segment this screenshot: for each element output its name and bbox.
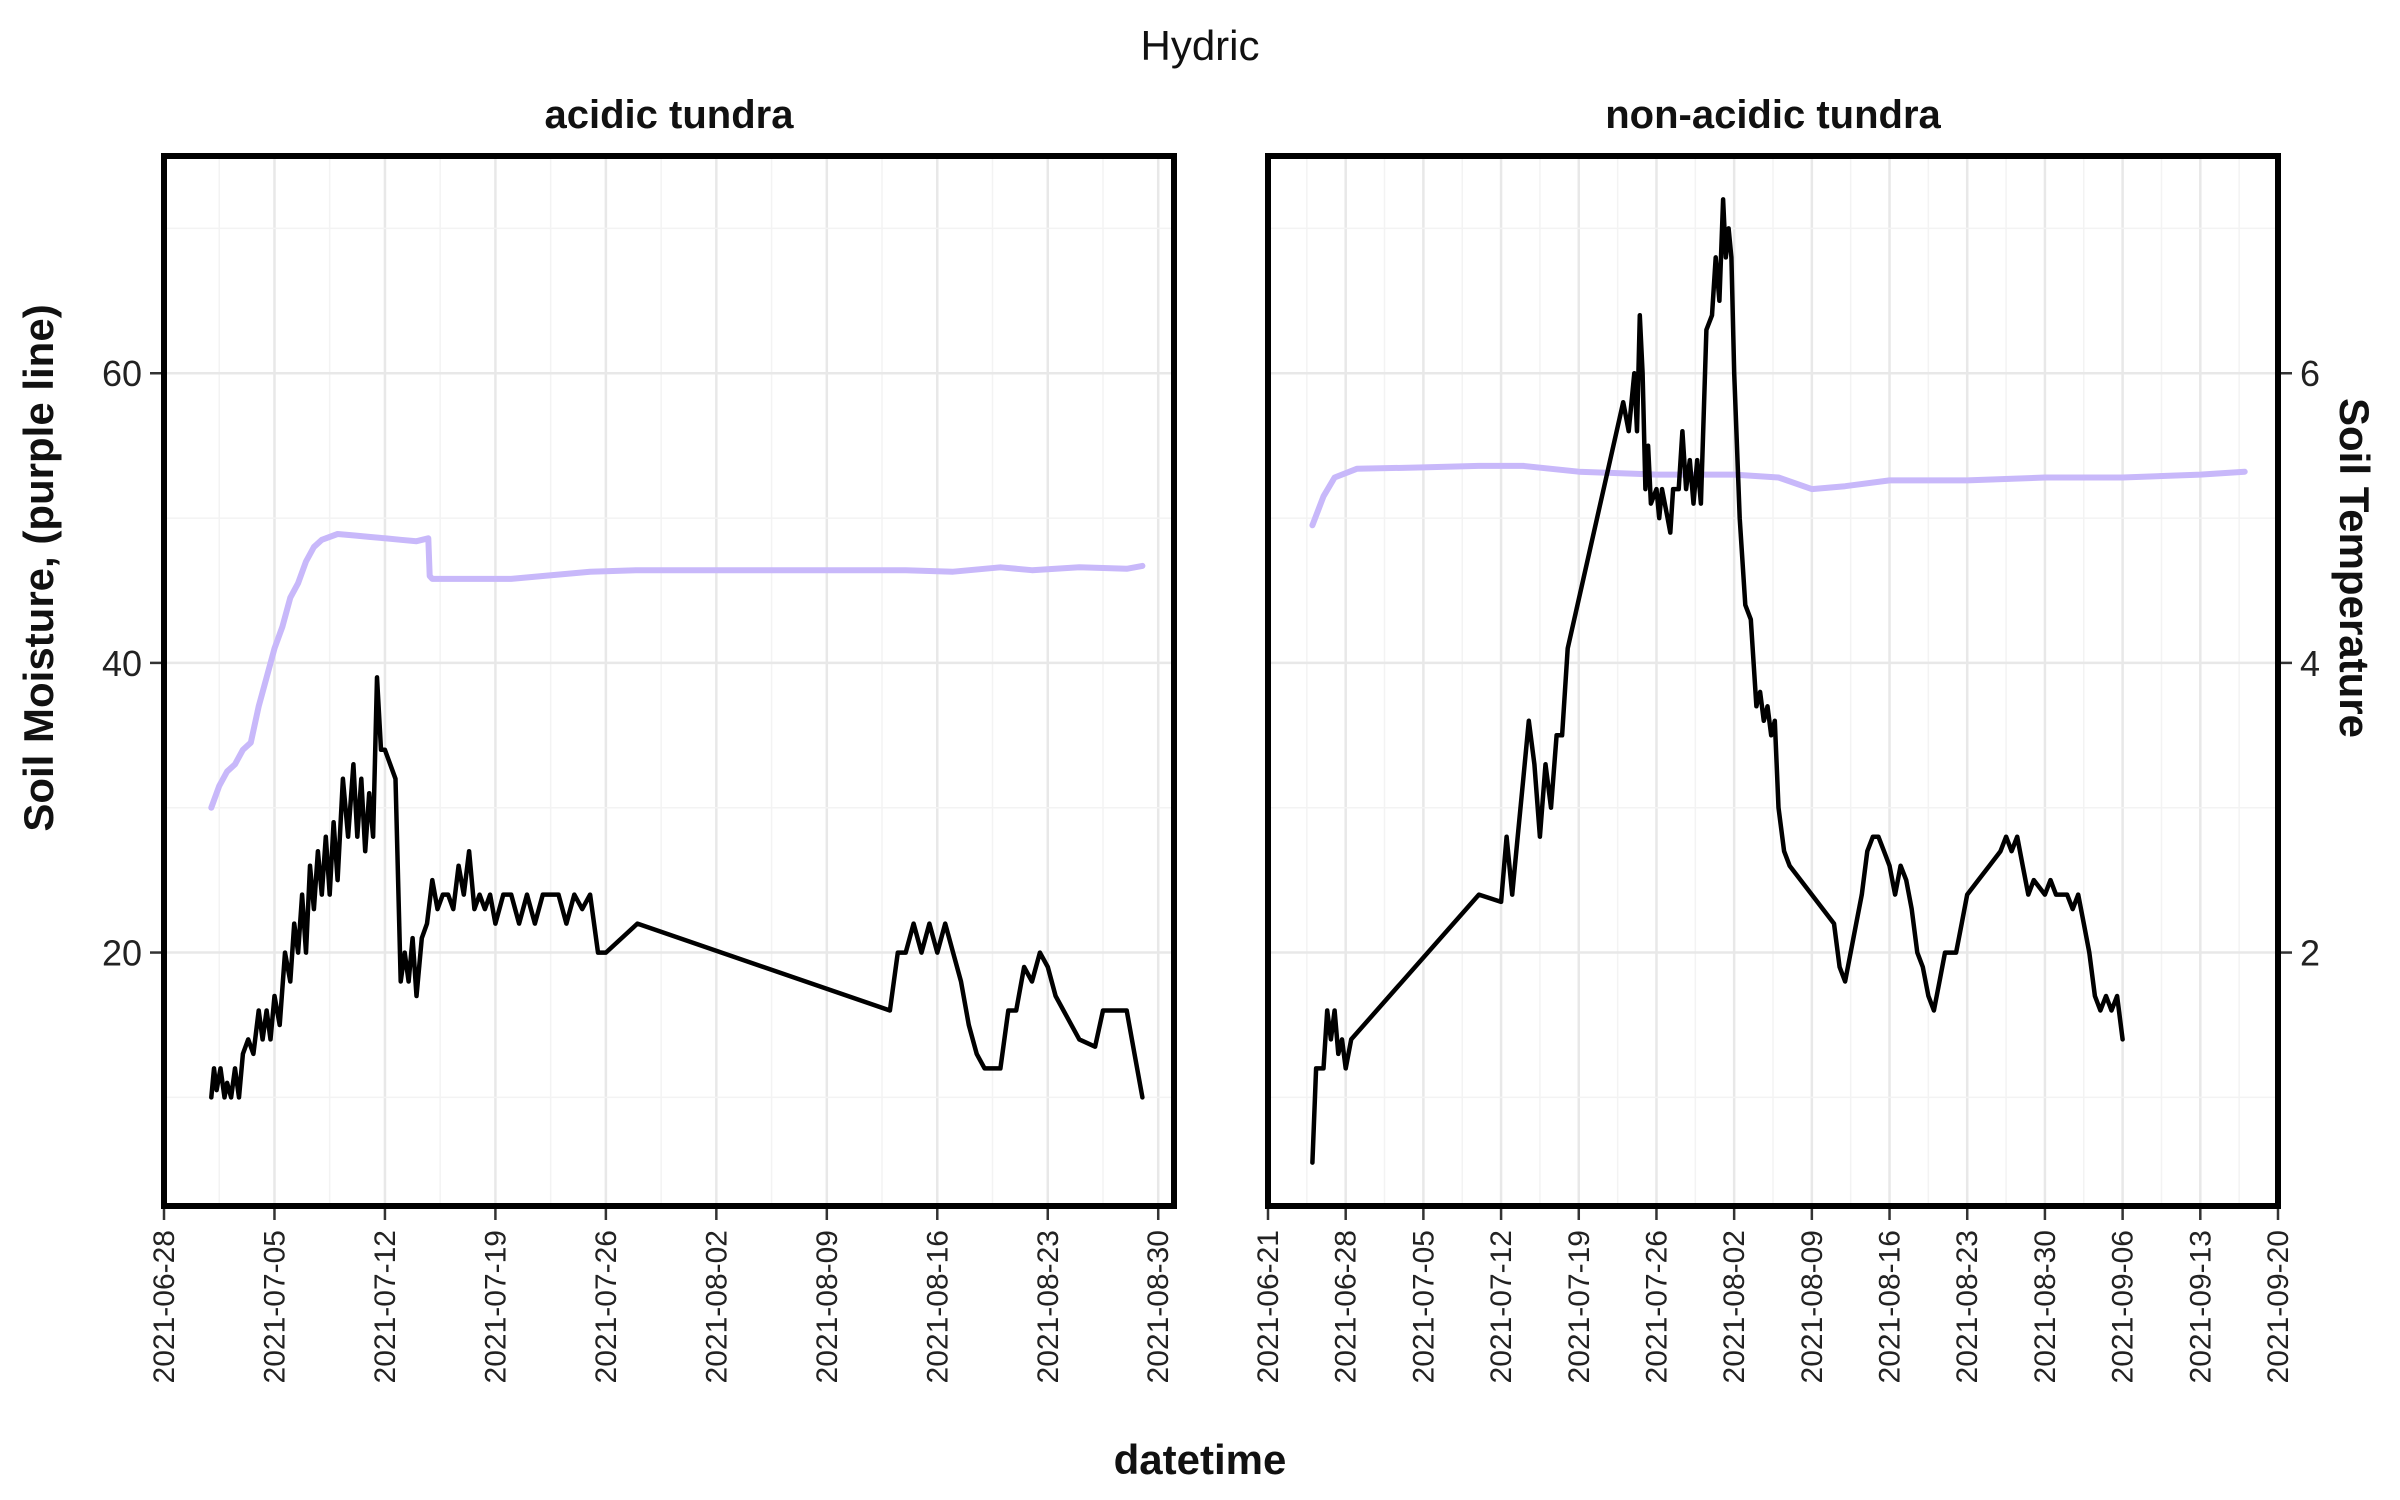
- x-tick-label: 2021-06-21: [1252, 1230, 1285, 1383]
- series-line-soil-moisture: [208, 531, 1146, 811]
- x-tick-label: 2021-08-23: [1032, 1230, 1065, 1383]
- series-line-soil-temperature: [1310, 197, 2125, 1165]
- y-tick-label-right: 4: [2300, 643, 2320, 684]
- y-axis-title-left: Soil Moisture, (purple line): [15, 304, 62, 831]
- x-tick-label: 2021-08-30: [2029, 1230, 2062, 1383]
- x-tick-label: 2021-09-06: [2107, 1230, 2140, 1383]
- panel-non-acidic-tundra: non-acidic tundra 2021-06-21 2021-06-28 202…: [1252, 93, 2320, 1383]
- x-tick-label: 2021-07-05: [1407, 1230, 1440, 1383]
- figure-title: Hydric: [1140, 22, 1259, 69]
- panel-background: [164, 156, 1174, 1206]
- panel-border: [1265, 153, 2281, 1209]
- x-tick-label: 2021-08-16: [1874, 1230, 1907, 1383]
- x-tick-label: 2021-08-02: [1718, 1230, 1751, 1383]
- y-tick-label-left: 60: [102, 353, 142, 394]
- series-line-soil-moisture: [1309, 462, 2248, 529]
- x-tick-label: 2021-07-05: [258, 1230, 291, 1383]
- y-tick-label-right: 6: [2300, 353, 2320, 394]
- x-tick-label: 2021-08-23: [1951, 1230, 1984, 1383]
- y-tick-label-left: 40: [102, 643, 142, 684]
- y-axis-title-right: Soil Temperature: [2331, 398, 2378, 738]
- x-tick-label: 2021-06-28: [148, 1230, 181, 1383]
- x-tick-label: 2021-07-19: [1563, 1230, 1596, 1383]
- x-tick-label: 2021-08-30: [1142, 1230, 1175, 1383]
- panel-acidic-tundra: acidic tundra 2021-06-28 2021-07-05 2021-07…: [102, 93, 1177, 1383]
- x-tick-label: 2021-08-02: [700, 1230, 733, 1383]
- y-tick-label-left: 20: [102, 933, 142, 974]
- x-tick-label: 2021-06-28: [1330, 1230, 1363, 1383]
- panel-border: [161, 153, 1177, 1209]
- x-tick-label: 2021-08-09: [1796, 1230, 1829, 1383]
- x-tick-label: 2021-08-16: [921, 1230, 954, 1383]
- x-tick-label: 2021-07-12: [1485, 1230, 1518, 1383]
- x-tick-label: 2021-07-26: [1640, 1230, 1673, 1383]
- x-tick-label: 2021-07-26: [590, 1230, 623, 1383]
- x-tick-label: 2021-09-20: [2262, 1230, 2295, 1383]
- facet-title: non-acidic tundra: [1605, 93, 1941, 137]
- y-tick-label-right: 2: [2300, 933, 2320, 974]
- series-line-soil-temperature: [209, 675, 1145, 1100]
- x-tick-label: 2021-07-19: [479, 1230, 512, 1383]
- x-tick-label: 2021-07-12: [369, 1230, 402, 1383]
- grid: [162, 156, 1174, 1206]
- x-axis-title: datetime: [1114, 1436, 1287, 1483]
- facet-title: acidic tundra: [545, 93, 795, 137]
- x-tick-label: 2021-08-09: [811, 1230, 844, 1383]
- x-tick-label: 2021-09-13: [2184, 1230, 2217, 1383]
